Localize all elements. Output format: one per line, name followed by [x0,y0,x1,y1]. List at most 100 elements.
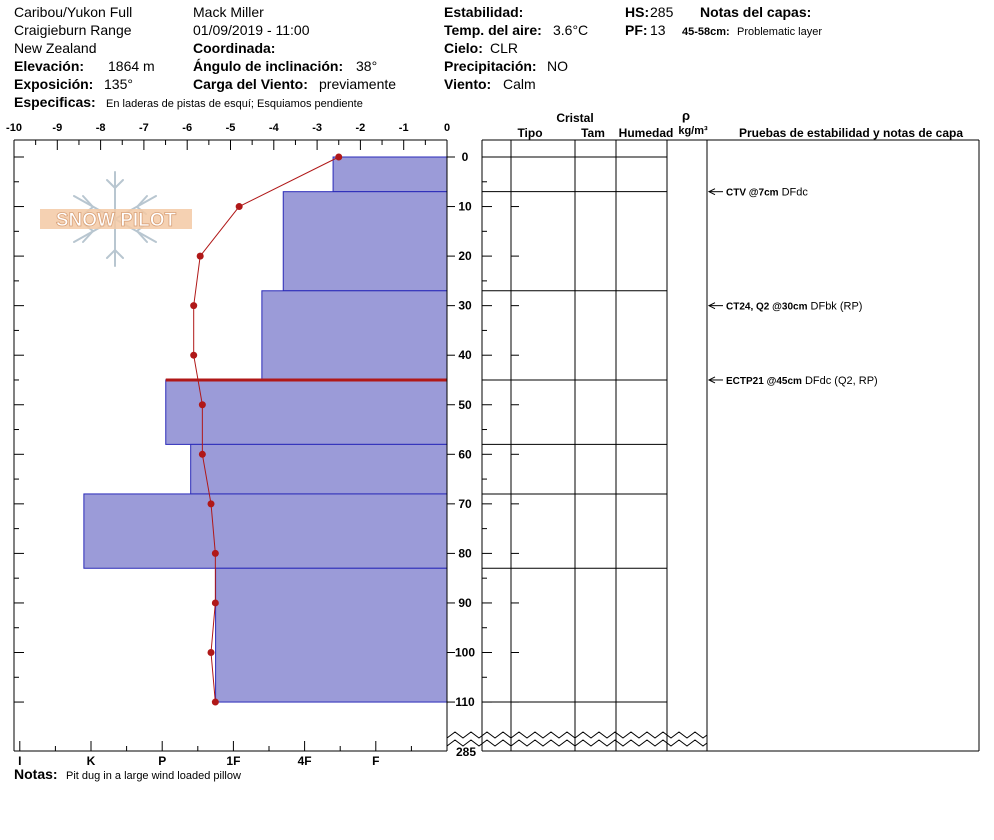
layer-notes-label: Notas del capas: [700,4,812,20]
aspect-label: Exposición: [14,76,94,92]
depth-tick-label: 40 [458,348,472,362]
hs-value: 285 [650,4,674,20]
specifics-label: Especificas: [14,94,96,110]
layer-table-rows [482,156,667,703]
temperature-point-0 [335,153,343,161]
hardness-layer-4 [190,443,448,495]
temp-tick-label: -7 [139,122,149,134]
hardness-axis: I K P 1F 4F F [18,741,412,768]
tests-header: Pruebas de estabilidad y notas de capa [739,126,963,140]
precip-label: Precipitación: [444,58,537,74]
temp-tick-label: -5 [226,122,236,134]
temperature-point-9 [211,599,219,607]
depth-tick-label: 30 [458,299,472,313]
temp-tick-label: -10 [6,122,22,134]
depth-tick-label: 80 [458,546,472,560]
temperature-point-11 [211,698,219,706]
specifics-value: En laderas de pistas de esquí; Esquiamos… [106,98,363,110]
wind-load-value: previamente [319,76,397,92]
depth-tick-label: 90 [458,596,472,610]
test-arrow-head [707,302,716,310]
observation-datetime: 01/09/2019 - 11:00 [193,22,310,38]
stability-test-1: CT24, Q2 @30cm DFbk (RP) [726,301,862,313]
hardness-layer-2 [261,290,448,381]
layer-table-frame [481,139,980,752]
observer-name: Mack Miller [193,4,264,20]
hardness-tick-label: P [158,754,166,768]
hardness-tick-label: 4F [298,754,312,768]
test-arrow-head [707,188,716,196]
temp-tick-label: -1 [399,122,409,134]
temperature-line [193,156,339,703]
temp-tick-label: -8 [96,122,106,134]
depth-tick-label: 110 [455,695,475,709]
temp-tick-label: 0 [444,122,450,134]
temperature-profile [190,153,343,706]
density-unit: kg/m³ [678,125,708,137]
hardness-layer-1 [282,191,448,292]
temperature-point-2 [196,252,204,260]
elevation-label: Elevación: [14,58,85,74]
hardness-layer-6 [215,567,448,703]
stability-label: Estabilidad: [444,4,524,20]
sky-label: Cielo: [444,40,483,56]
crystal-header: Cristal [556,111,593,125]
hardness-tick-label: I [18,754,21,768]
elevation-value: 1864 m [108,58,155,74]
snow-pilot-logo: SNOW PILOT [40,171,192,267]
pf-label: PF: [625,22,648,38]
temperature-point-6 [198,450,206,458]
temperature-point-7 [207,500,215,508]
stability-tests: CTV @7cm DFdc CT24, Q2 @30cm DFbk (RP) ECT… [707,187,878,387]
temp-tick-label: -4 [269,122,280,134]
temperature-point-1 [235,203,243,211]
hardness-tick-label: 1F [226,754,240,768]
density-symbol: ρ [682,108,690,123]
location-name: Caribou/Yukon Full [14,4,133,20]
stability-test-0: CTV @7cm DFdc [726,187,808,199]
temperature-point-4 [190,351,198,359]
temp-tick-label: -3 [312,122,322,134]
test-arrow-head [707,376,716,384]
scale-break-line [446,731,708,739]
pf-value: 13 [650,22,666,38]
hardness-tick-label: K [87,754,96,768]
layer-note-text: Problematic layer [737,26,822,38]
slope-value: 38° [356,58,378,74]
depth-axis: 0 10 20 30 40 50 60 70 80 90 100 110 [14,150,519,709]
depth-bottom-label: 285 [456,745,476,759]
precip-value: NO [547,58,568,74]
depth-tick-label: 20 [458,249,472,263]
hardness-layer-3 [165,379,448,445]
depth-tick-label: 50 [458,398,472,412]
coordinate-label: Coordinada: [193,40,276,56]
hs-label: HS: [625,4,650,20]
location-range: Craigieburn Range [14,22,132,38]
layer-note-range: 45-58cm: [682,26,730,38]
logo-text: SNOW PILOT [56,210,177,231]
sky-value: CLR [490,40,519,56]
notes-label: Notas: [14,766,58,782]
hardness-layer-5 [83,493,448,569]
wind-value: Calm [503,76,536,92]
temp-tick-label: -2 [356,122,366,134]
slope-label: Ángulo de inclinación: [193,58,344,74]
hardness-tick-label: F [372,754,379,768]
depth-tick-label: 0 [462,150,469,164]
stability-test-2: ECTP21 @45cm DFdc (Q2, RP) [726,375,878,387]
temperature-point-3 [190,302,198,310]
depth-tick-label: 60 [458,447,472,461]
depth-tick-label: 100 [455,646,475,660]
size-header: Tam [581,126,605,140]
hardness-layer-0 [332,156,448,193]
location-country: New Zealand [14,40,97,56]
depth-tick-label: 10 [458,200,472,214]
temperature-point-8 [211,549,219,557]
temperature-point-10 [207,649,215,656]
air-temp-value: 3.6°C [553,22,589,38]
wind-label: Viento: [444,76,492,92]
notes-value: Pit dug in a large wind loaded pillow [66,770,241,782]
depth-tick-label: 70 [458,497,472,511]
moisture-header: Humedad [619,126,674,140]
